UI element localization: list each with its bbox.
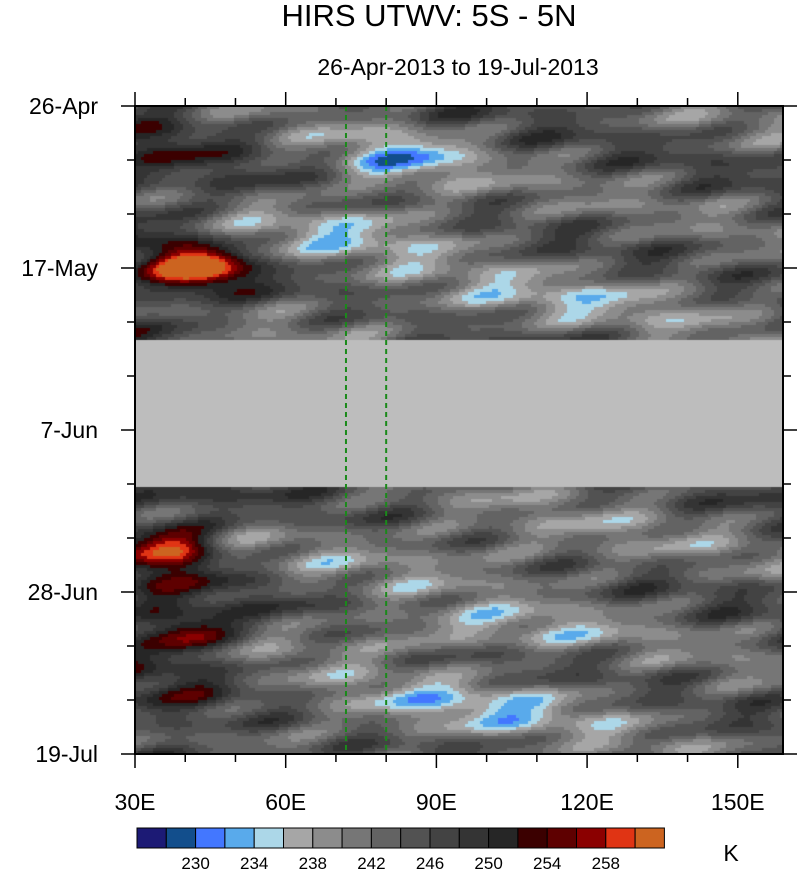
colorbar-box [283,827,314,849]
x-tick-label: 30E [115,789,156,815]
colorbar-box [458,827,490,849]
y-tick-label: 28-Jun [28,579,98,605]
colorbar-label: 246 [416,854,444,869]
colorbar-box [488,827,519,849]
colorbar-label: 254 [533,854,561,869]
colorbar-label: 238 [299,854,327,869]
contour-field [135,106,783,754]
colorbar-box [517,827,548,849]
colorbar-box [634,827,665,849]
colorbar-label: 242 [357,854,385,869]
colorbar-label: 250 [474,854,502,869]
colorbar-box [576,827,607,849]
colorbar-box [136,827,167,849]
y-tick-label: 19-Jul [35,741,98,767]
chart-subtitle: 26-Apr-2013 to 19-Jul-2013 [317,54,599,80]
units-label: K [723,840,739,866]
colorbar-label: 234 [240,854,268,869]
colorbar-box [312,827,343,849]
colorbar-box [224,827,255,849]
y-tick-label: 26-Apr [29,93,98,119]
colorbar-box [605,827,636,849]
colorbar-box [429,827,460,849]
x-tick-label: 60E [265,789,306,815]
colorbar-label: 230 [181,854,209,869]
y-tick-label: 7-Jun [40,417,98,443]
plot-frame [134,105,784,755]
colorbar-box [400,827,431,849]
colorbar-box [341,827,372,849]
colorbar-box [195,827,226,849]
colorbar-label: 258 [592,854,620,869]
x-tick-label: 150E [711,789,765,815]
colorbar-box [546,827,578,849]
colorbar-box [253,827,284,849]
colorbar-box [370,827,402,849]
x-tick-label: 120E [560,789,614,815]
chart-title: HIRS UTWV: 5S - 5N [281,0,577,33]
x-tick-label: 90E [416,789,457,815]
y-tick-label: 17-May [21,255,98,281]
colorbar-box [165,827,197,849]
